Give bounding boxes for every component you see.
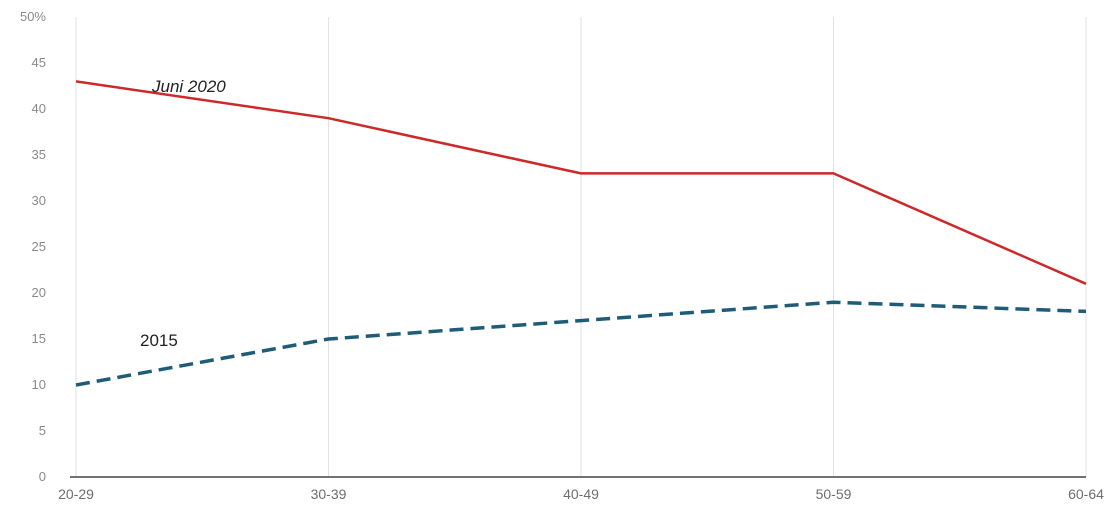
x-tick-label: 60-64 <box>1068 486 1104 502</box>
y-tick-labels: 0 5 10 15 20 25 30 35 40 45 50% <box>20 9 46 484</box>
x-tick-label: 50-59 <box>816 486 852 502</box>
y-tick-label: 0 <box>39 469 46 484</box>
y-tick-label: 50% <box>20 9 46 24</box>
grid-lines <box>75 17 1087 477</box>
x-tick-label: 30-39 <box>311 486 347 502</box>
x-tick-labels: 20-29 30-39 40-49 50-59 60-64 <box>58 486 1104 502</box>
y-tick-label: 10 <box>32 377 46 392</box>
series-label-2015: 2015 <box>140 331 178 350</box>
series-label-juni-2020: Juni 2020 <box>151 77 226 96</box>
y-tick-label: 5 <box>39 423 46 438</box>
y-tick-label: 35 <box>32 147 46 162</box>
series-labels: Juni 2020 2015 <box>140 77 226 350</box>
series-line-1 <box>75 300 1087 387</box>
series-line-0 <box>75 80 1087 285</box>
y-tick-label: 25 <box>32 239 46 254</box>
y-tick-label: 20 <box>32 285 46 300</box>
y-tick-label: 30 <box>32 193 46 208</box>
y-tick-label: 40 <box>32 101 46 116</box>
x-tick-label: 20-29 <box>58 486 94 502</box>
x-tick-label: 40-49 <box>563 486 599 502</box>
y-tick-label: 15 <box>32 331 46 346</box>
y-tick-label: 45 <box>32 55 46 70</box>
series-lines <box>75 80 1087 387</box>
